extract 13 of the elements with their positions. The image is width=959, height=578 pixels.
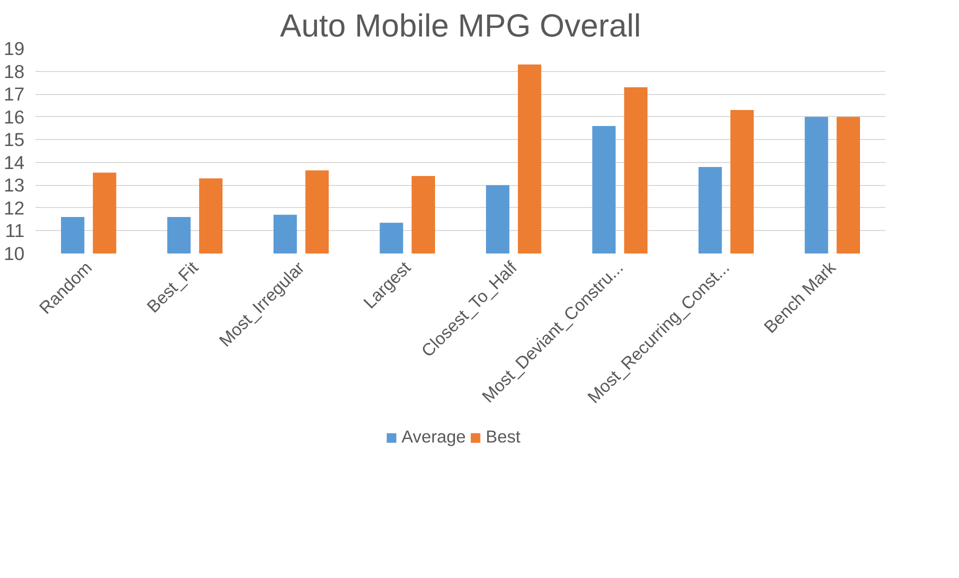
chart-title: Auto Mobile MPG Overall — [280, 8, 642, 44]
y-tick-label: 17 — [4, 84, 25, 105]
y-tick-label: 14 — [4, 152, 25, 173]
y-tick-label: 11 — [5, 220, 25, 242]
y-tick-label: 18 — [4, 60, 25, 82]
y-tick-label: 15 — [4, 129, 25, 150]
legend-label: Average — [402, 426, 466, 448]
y-tick-label: 12 — [4, 197, 25, 218]
y-tick-label: 13 — [4, 174, 25, 196]
y-tick-label: 16 — [4, 106, 25, 128]
legend-label: Best — [486, 426, 520, 448]
y-tick-label: 10 — [4, 243, 25, 264]
y-tick-label: 19 — [4, 38, 25, 59]
